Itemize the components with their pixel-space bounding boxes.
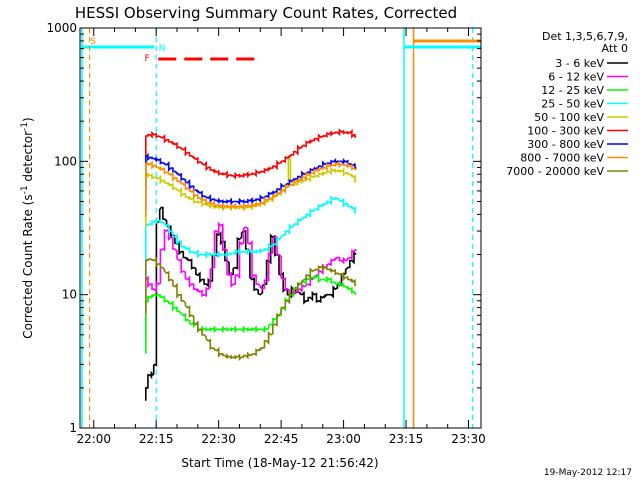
series-line-7 xyxy=(145,160,357,217)
x-tick-label: 23:00 xyxy=(326,432,361,446)
plot-frame xyxy=(79,27,482,429)
series-line-0 xyxy=(145,206,357,401)
y-axis-ticks: 1 10 100 1000 xyxy=(46,21,481,435)
y-tick-label: 10 xyxy=(62,288,77,302)
y-tick-label: 1000 xyxy=(46,21,77,35)
chart-title: HESSI Observing Summary Count Rates, Cor… xyxy=(75,4,457,22)
marker-letter-s: S xyxy=(90,37,96,47)
marker-letter-f: F xyxy=(145,54,150,64)
series-line-5 xyxy=(145,128,357,189)
legend-entry-label: 50 - 100 keV xyxy=(534,111,604,124)
legend-entry-label: 100 - 300 keV xyxy=(527,125,604,138)
footer-date: 19-May-2012 12:17 xyxy=(544,468,632,478)
series-layer xyxy=(145,128,357,401)
legend-entry-label: 3 - 6 keV xyxy=(555,57,604,70)
legend-entry-label: 12 - 25 keV xyxy=(541,84,604,97)
series-line-4 xyxy=(145,157,357,228)
y-axis-label: Corrected Count Rate (s-1 detector-1) xyxy=(20,117,35,338)
annotation-layer: S NF xyxy=(90,37,165,64)
observing-markers xyxy=(81,28,481,428)
legend-header-line-1: Det 1,3,5,6,7,9, xyxy=(542,30,628,43)
series-line-2 xyxy=(145,273,357,354)
x-tick-label: 22:30 xyxy=(201,432,236,446)
x-tick-label: 22:00 xyxy=(76,432,111,446)
x-tick-label: 22:15 xyxy=(139,432,174,446)
legend-entry-label: 300 - 800 keV xyxy=(527,138,604,151)
x-axis-ticks: 22:00 22:15 22:30 22:45 23:00 23:15 23:30 xyxy=(76,28,486,446)
legend-entry-label: 7000 - 20000 keV xyxy=(506,165,604,178)
x-tick-label: 23:30 xyxy=(451,432,486,446)
series-line-3 xyxy=(145,195,357,279)
series-line-6 xyxy=(145,153,357,210)
legend-header-line-2: Att 0 xyxy=(602,42,628,55)
x-axis-label: Start Time (18-May-12 21:56:42) xyxy=(181,456,378,470)
legend-entry-label: 800 - 7000 keV xyxy=(520,152,604,165)
y-tick-label: 100 xyxy=(54,154,77,168)
y-tick-label: 1 xyxy=(69,421,77,435)
x-tick-label: 22:45 xyxy=(264,432,299,446)
series-line-8 xyxy=(145,256,357,361)
legend-entry-label: 25 - 50 keV xyxy=(541,98,604,111)
legend-entry-label: 6 - 12 keV xyxy=(548,71,604,84)
series-line-1 xyxy=(145,221,357,333)
marker-letter-n: N xyxy=(159,44,166,54)
x-tick-label: 23:15 xyxy=(389,432,424,446)
